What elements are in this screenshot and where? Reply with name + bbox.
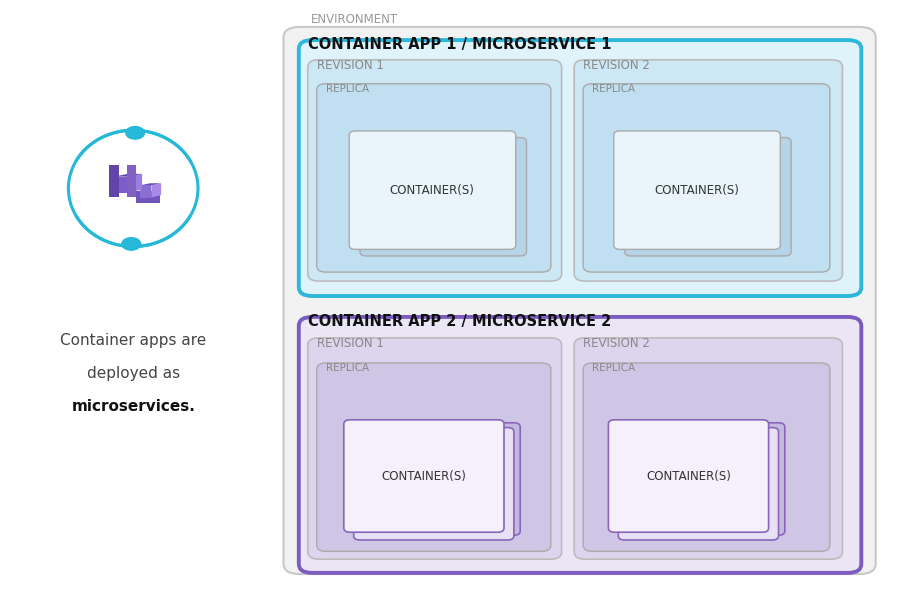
FancyBboxPatch shape: [360, 138, 526, 256]
Text: REVISION 1: REVISION 1: [317, 59, 383, 72]
Text: REPLICA: REPLICA: [592, 84, 635, 93]
Text: REPLICA: REPLICA: [326, 84, 369, 93]
FancyBboxPatch shape: [317, 84, 551, 272]
Polygon shape: [151, 183, 161, 197]
Circle shape: [122, 237, 140, 250]
Text: CONTAINER(S): CONTAINER(S): [390, 184, 474, 197]
FancyBboxPatch shape: [574, 338, 842, 559]
FancyBboxPatch shape: [354, 428, 514, 540]
FancyBboxPatch shape: [308, 60, 562, 281]
FancyBboxPatch shape: [574, 60, 842, 281]
Text: REVISION 2: REVISION 2: [583, 337, 650, 350]
Polygon shape: [130, 174, 142, 193]
FancyBboxPatch shape: [618, 428, 778, 540]
Text: REVISION 2: REVISION 2: [583, 59, 650, 72]
Text: Container apps are: Container apps are: [60, 333, 206, 349]
Text: CONTAINER(S): CONTAINER(S): [382, 469, 466, 483]
FancyBboxPatch shape: [299, 40, 861, 296]
FancyBboxPatch shape: [284, 27, 876, 574]
Text: CONTAINER APP 2 / MICROSERVICE 2: CONTAINER APP 2 / MICROSERVICE 2: [308, 313, 611, 329]
Text: CONTAINER APP 1 / MICROSERVICE 1: CONTAINER APP 1 / MICROSERVICE 1: [308, 37, 611, 53]
Text: CONTAINER(S): CONTAINER(S): [646, 469, 731, 483]
Polygon shape: [109, 164, 119, 197]
Text: REPLICA: REPLICA: [326, 363, 369, 373]
Text: ENVIRONMENT: ENVIRONMENT: [310, 13, 398, 26]
Text: CONTAINER(S): CONTAINER(S): [654, 184, 739, 197]
Circle shape: [126, 127, 145, 139]
FancyBboxPatch shape: [317, 363, 551, 551]
Text: REPLICA: REPLICA: [592, 363, 635, 373]
FancyBboxPatch shape: [625, 138, 791, 256]
Text: REVISION 1: REVISION 1: [317, 337, 383, 350]
Polygon shape: [127, 164, 136, 197]
FancyBboxPatch shape: [614, 131, 780, 249]
FancyBboxPatch shape: [344, 420, 504, 532]
Polygon shape: [137, 191, 160, 203]
FancyBboxPatch shape: [308, 338, 562, 559]
FancyBboxPatch shape: [608, 420, 769, 532]
FancyBboxPatch shape: [583, 84, 830, 272]
Polygon shape: [140, 185, 151, 197]
Polygon shape: [114, 174, 142, 176]
FancyBboxPatch shape: [625, 423, 785, 535]
FancyBboxPatch shape: [360, 423, 520, 535]
Polygon shape: [114, 176, 130, 193]
Text: microservices.: microservices.: [71, 399, 195, 414]
Polygon shape: [140, 183, 161, 185]
FancyBboxPatch shape: [349, 131, 516, 249]
Text: deployed as: deployed as: [86, 366, 180, 382]
FancyBboxPatch shape: [299, 317, 861, 573]
FancyBboxPatch shape: [583, 363, 830, 551]
